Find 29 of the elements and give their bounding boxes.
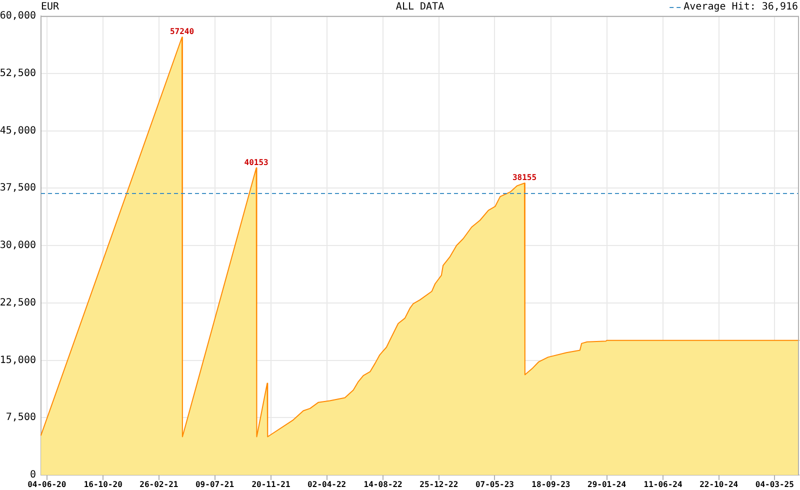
- x-tick-label: 09-07-21: [195, 480, 234, 489]
- x-tick-label: 04-06-20: [28, 480, 66, 489]
- x-tick-label: 02-04-22: [308, 480, 346, 489]
- y-tick-label: 37,500: [0, 182, 36, 194]
- y-tick-label: 52,500: [0, 68, 36, 79]
- x-tick-label: 20-11-21: [252, 480, 290, 489]
- y-tick-label: 15,000: [0, 354, 36, 366]
- y-tick-label: 7,500: [6, 412, 36, 424]
- legend-label: Average Hit: 36,916: [684, 2, 798, 13]
- y-tick-label: 22,500: [0, 297, 36, 308]
- data-label: 57240: [170, 27, 194, 36]
- x-tick-label: 22-10-24: [700, 480, 738, 489]
- chart-title: EUR: [41, 2, 60, 13]
- x-tick-label: 29-01-24: [588, 480, 626, 489]
- x-tick-label: 16-10-20: [84, 480, 123, 489]
- x-tick-label: 18-09-23: [532, 480, 570, 489]
- x-tick-label: 04-03-25: [755, 480, 794, 489]
- data-label: 38155: [512, 173, 537, 182]
- x-tick-label: 25-12-22: [420, 480, 458, 489]
- x-tick-label: 07-05-23: [475, 480, 514, 489]
- y-tick-label: 30,000: [0, 240, 36, 252]
- y-tick-label: 0: [30, 470, 36, 481]
- x-tick-label: 14-08-22: [364, 480, 403, 489]
- x-tick-label: 11-06-24: [644, 480, 682, 489]
- y-tick-label: 45,000: [0, 125, 36, 136]
- y-tick-label: 60,000: [0, 10, 36, 22]
- data-label: 40153: [244, 158, 269, 167]
- chart-subtitle: ALL DATA: [396, 2, 444, 13]
- x-tick-label: 26-02-21: [140, 480, 178, 489]
